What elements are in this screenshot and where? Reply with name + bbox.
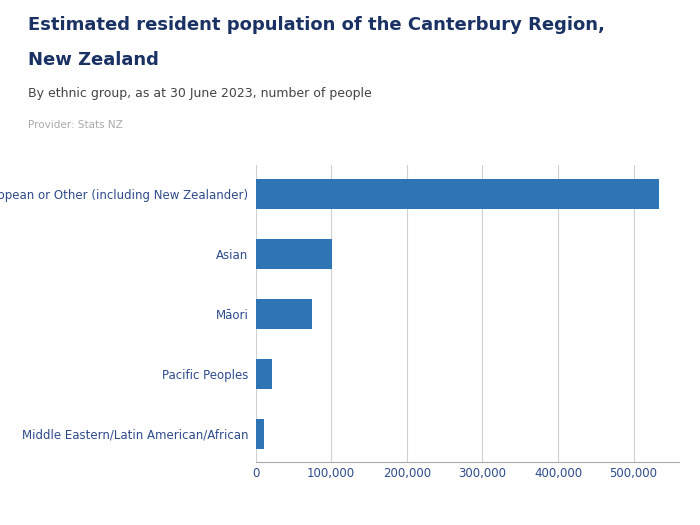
Bar [256,239,332,269]
Text: Estimated resident population of the Canterbury Region,: Estimated resident population of the Can… [28,16,605,34]
Bar [256,179,659,209]
Text: By ethnic group, as at 30 June 2023, number of people: By ethnic group, as at 30 June 2023, num… [28,87,372,100]
Bar [256,359,272,388]
Bar [256,299,312,329]
Text: Provider: Stats NZ: Provider: Stats NZ [28,120,122,130]
Text: figure.nz: figure.nz [582,33,657,48]
Text: New Zealand: New Zealand [28,51,159,69]
Bar [256,418,264,448]
